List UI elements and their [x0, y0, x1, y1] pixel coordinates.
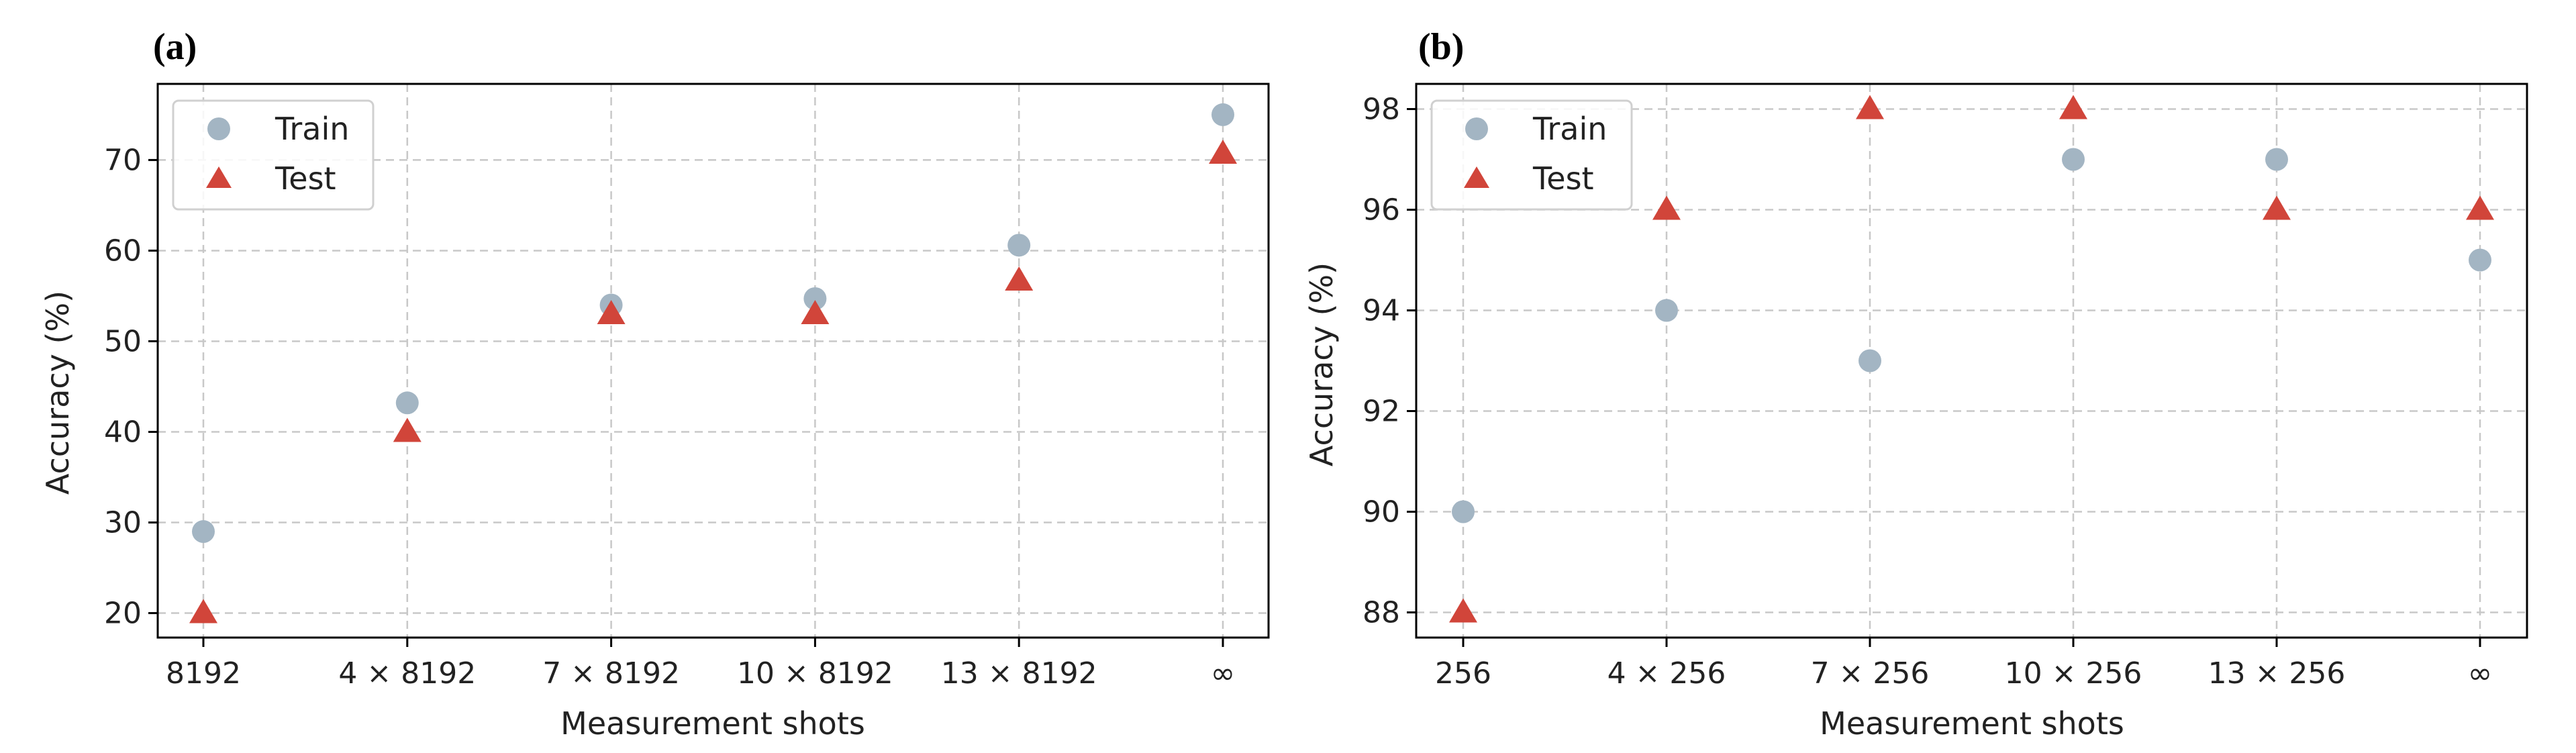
data-point-train — [1452, 500, 1475, 523]
x-tick-label: ∞ — [1211, 656, 1236, 691]
data-point-train — [1859, 349, 1881, 372]
x-tick-label: 13 × 8192 — [941, 656, 1097, 691]
y-tick-label: 30 — [104, 506, 142, 540]
axis-ticks: 256 4 × 256 7 × 256 10 × 256 13 × 256 ∞ 88 90 92… — [1363, 93, 2492, 691]
data-markers — [189, 103, 1237, 623]
y-axis-title: Accuracy (%) — [1303, 262, 1340, 466]
y-axis-title: Accuracy (%) — [40, 291, 76, 495]
data-markers — [1449, 95, 2494, 623]
x-tick-label: 7 × 256 — [1811, 656, 1930, 691]
y-tick-label: 98 — [1363, 93, 1400, 127]
data-point-train — [2469, 248, 2491, 272]
chart-panel-b: (b) 256 4 × 256 7 × 256 10 × 256 13 × 256 ∞ 88… — [1303, 26, 2528, 742]
x-tick-label: 10 × 256 — [2005, 656, 2142, 691]
chart-panel-a: (a) 8192 4 × 8192 7 × 8192 10 × 8192 13 × 81… — [40, 26, 1270, 742]
y-tick-label: 90 — [1363, 495, 1400, 530]
x-axis-title: Measurement shots — [1820, 705, 2124, 742]
data-point-test — [1005, 266, 1034, 291]
data-point-test — [189, 599, 217, 623]
y-tick-label: 94 — [1363, 294, 1400, 328]
data-point-train — [803, 287, 827, 311]
y-tick-label: 92 — [1363, 395, 1400, 429]
x-tick-label: 10 × 8192 — [737, 656, 893, 691]
x-tick-label: 4 × 8192 — [338, 656, 476, 691]
y-tick-label: 88 — [1363, 596, 1400, 630]
axis-ticks: 8192 4 × 8192 7 × 8192 10 × 8192 13 × 8192 ∞ 2… — [104, 143, 1235, 691]
panel-label: (a) — [153, 26, 197, 68]
plot-frame — [1415, 83, 2528, 639]
legend-test-label: Test — [275, 160, 336, 197]
grid — [1416, 84, 2527, 638]
grid — [158, 84, 1269, 638]
legend-train-marker — [207, 117, 230, 140]
data-point-test — [1652, 195, 1681, 220]
data-point-train — [192, 520, 215, 544]
data-point-test — [801, 299, 830, 324]
data-point-train — [2062, 148, 2085, 171]
legend: Train Test — [172, 99, 375, 211]
data-point-train — [1007, 234, 1031, 257]
plot-frame — [156, 83, 1270, 639]
data-point-test — [597, 299, 626, 324]
data-point-test — [2059, 95, 2087, 119]
y-tick-label: 96 — [1363, 193, 1400, 228]
data-point-test — [2263, 195, 2291, 220]
legend: Train Test — [1430, 99, 1633, 211]
x-tick-label: ∞ — [2468, 656, 2493, 691]
y-tick-label: 60 — [104, 234, 142, 268]
data-point-train — [2265, 148, 2288, 171]
data-point-test — [393, 417, 422, 442]
data-point-train — [1211, 103, 1234, 126]
x-tick-label: 13 × 256 — [2208, 656, 2346, 691]
legend-train-marker — [1465, 117, 1488, 140]
legend-test-label: Test — [1532, 160, 1594, 197]
x-tick-label: 8192 — [166, 656, 241, 691]
y-tick-label: 70 — [104, 143, 142, 177]
legend-train-label: Train — [275, 111, 349, 147]
legend-test-marker — [1464, 166, 1489, 188]
x-tick-label: 256 — [1435, 656, 1491, 691]
data-point-train — [395, 391, 419, 415]
data-point-test — [2466, 195, 2494, 220]
legend-test-marker — [206, 166, 232, 188]
data-point-test — [1856, 95, 1884, 119]
y-tick-label: 40 — [104, 415, 142, 449]
data-point-test — [1449, 598, 1477, 623]
panel-label: (b) — [1418, 26, 1464, 68]
data-point-test — [1209, 139, 1237, 164]
y-tick-label: 50 — [104, 324, 142, 358]
x-tick-label: 4 × 256 — [1607, 656, 1726, 691]
legend-train-label: Train — [1532, 111, 1607, 147]
y-tick-label: 20 — [104, 597, 142, 631]
x-tick-label: 7 × 8192 — [542, 656, 680, 691]
x-axis-title: Measurement shots — [560, 705, 865, 742]
data-point-train — [1655, 299, 1678, 322]
